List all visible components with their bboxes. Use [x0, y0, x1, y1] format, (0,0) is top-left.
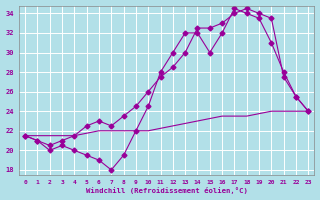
- X-axis label: Windchill (Refroidissement éolien,°C): Windchill (Refroidissement éolien,°C): [86, 187, 248, 194]
